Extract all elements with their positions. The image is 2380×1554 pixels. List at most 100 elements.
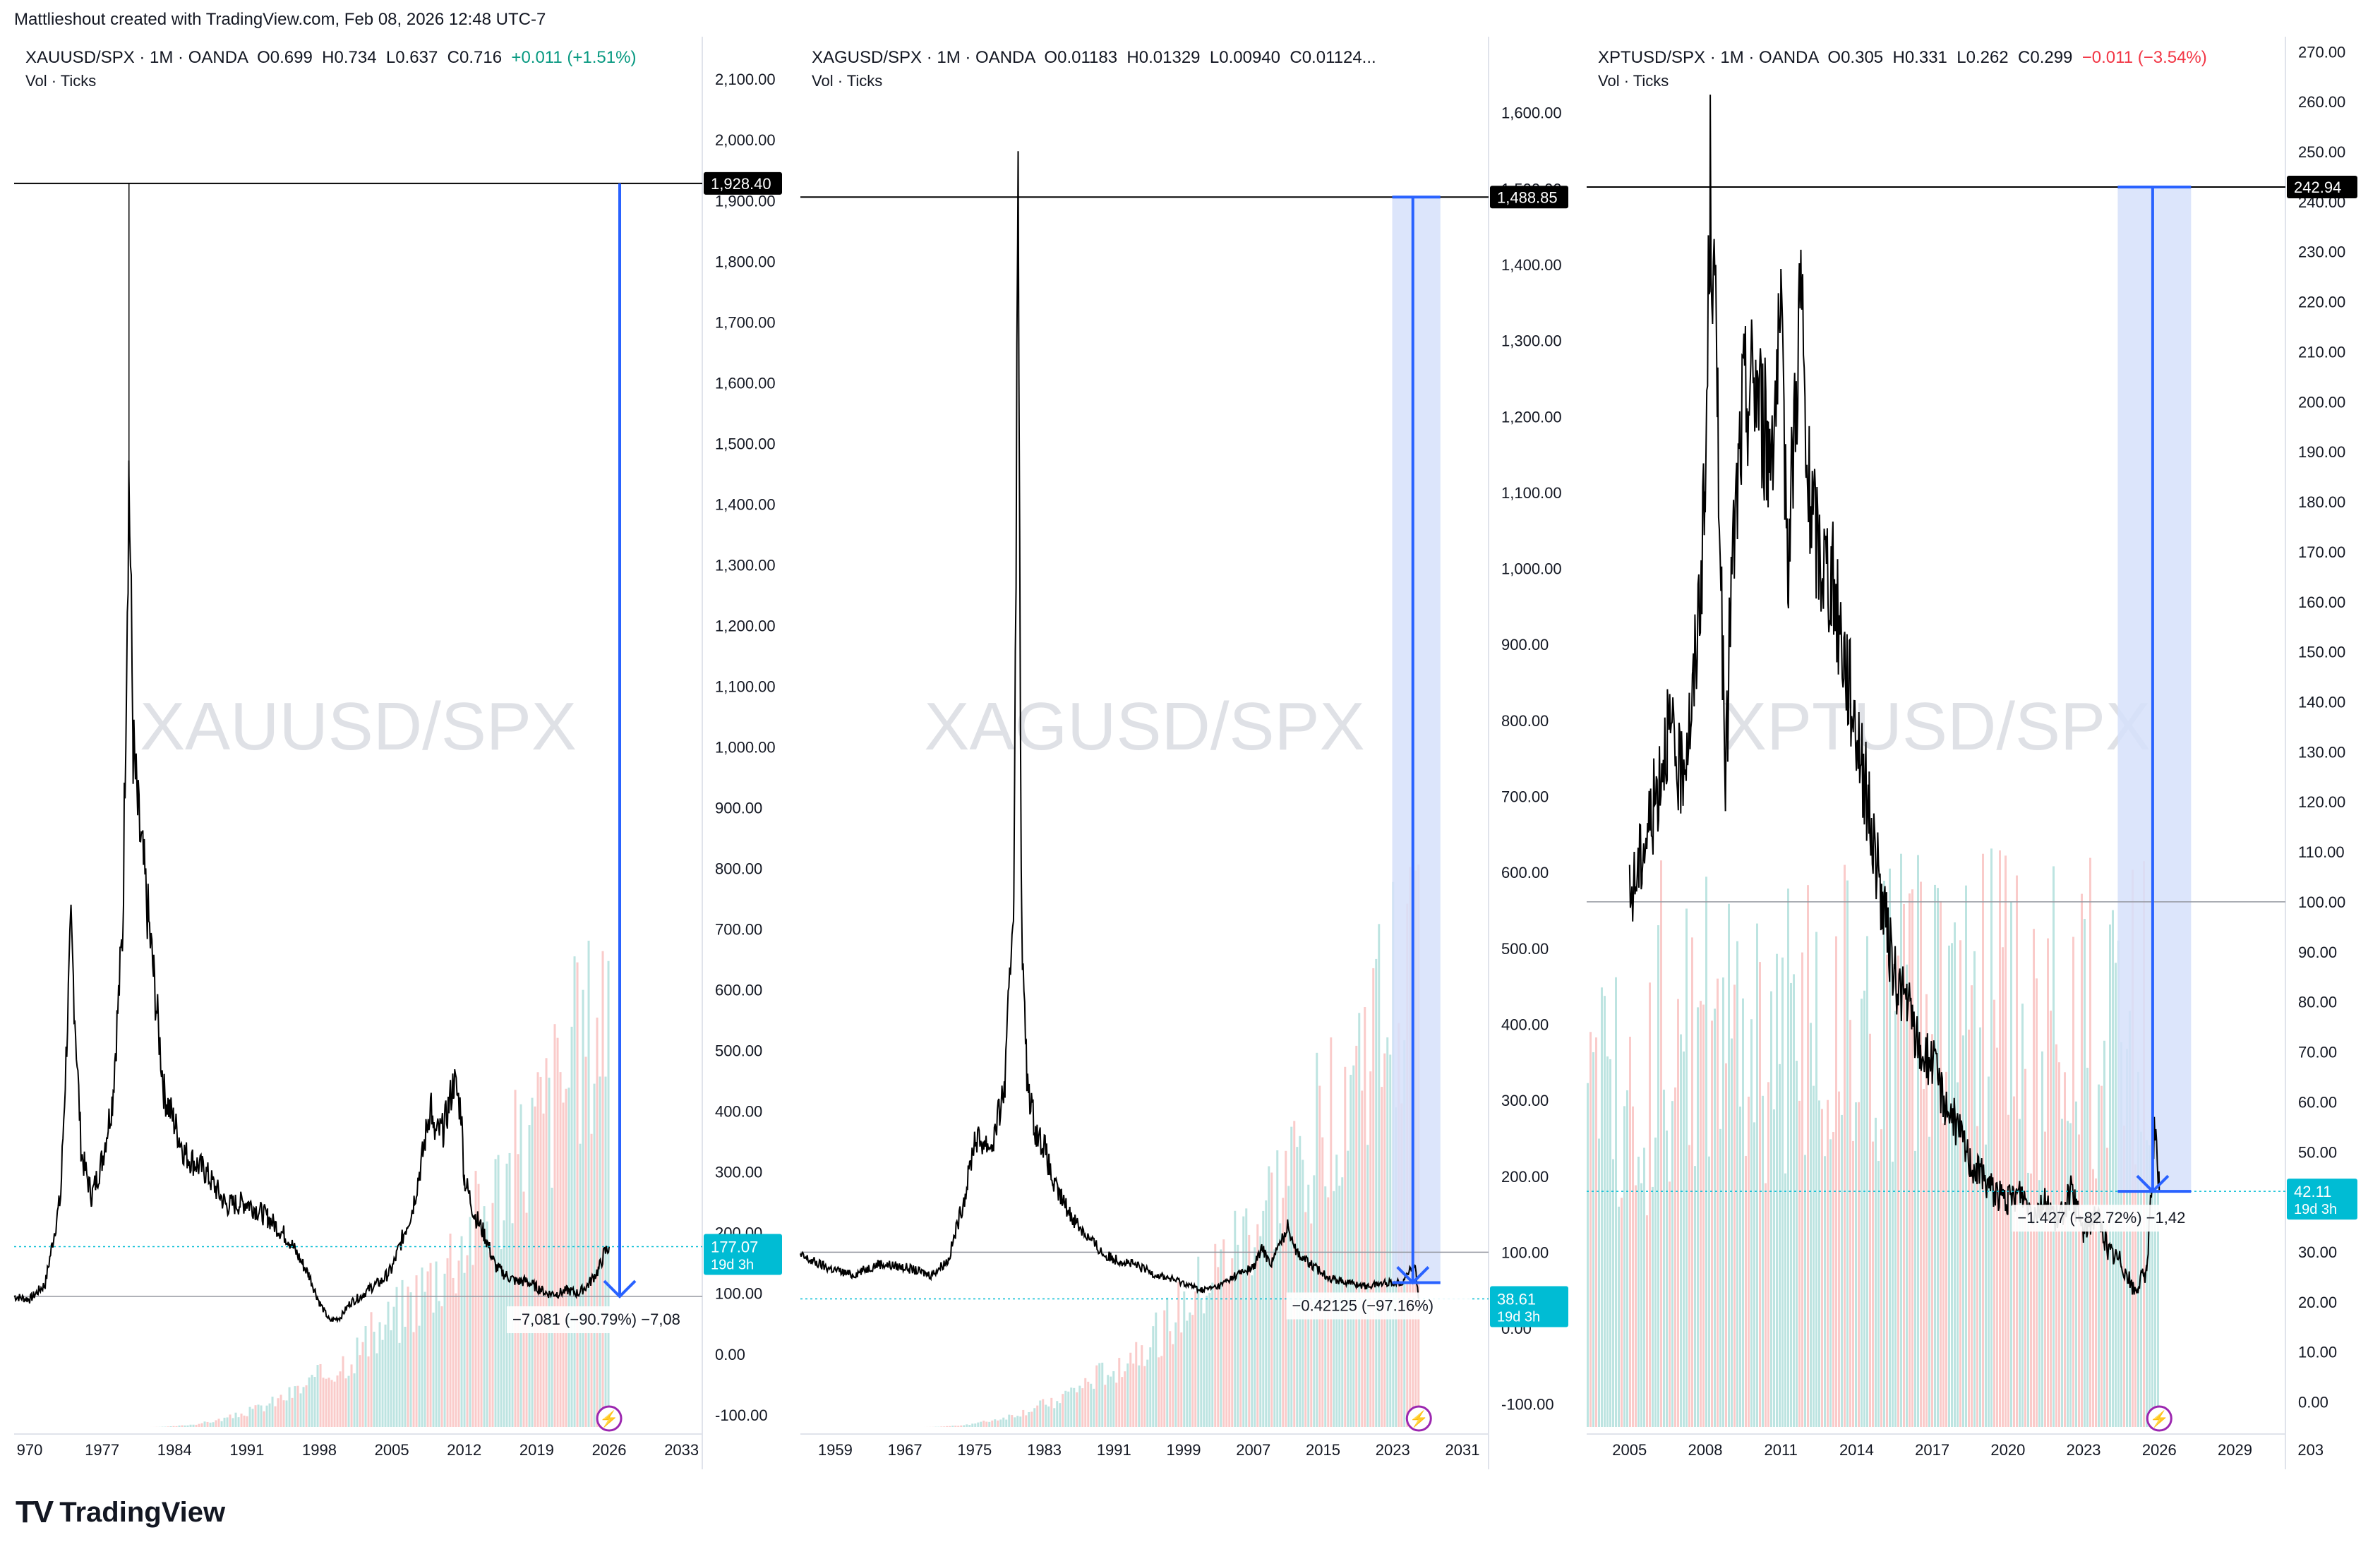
volume-bar: [1045, 1404, 1047, 1427]
high-price-badge: [1490, 186, 1568, 209]
volume-bar: [1386, 1037, 1389, 1427]
volume-bar: [548, 1078, 551, 1427]
volume-bar: [528, 1125, 531, 1427]
volume-bar: [1832, 1132, 1834, 1427]
volume-bar: [271, 1397, 274, 1427]
volume-bar: [494, 1159, 497, 1427]
volume-bar: [1107, 1375, 1110, 1427]
y-tick-label: 600.00: [715, 982, 762, 999]
volume-bar: [1999, 850, 2001, 1427]
volume-bar: [181, 1425, 184, 1427]
volume-bar: [2075, 1101, 2077, 1427]
event-flash-icon: [596, 1405, 623, 1432]
volume-bar: [1203, 1313, 1206, 1427]
tradingview-logo[interactable]: TV TradingView: [16, 1495, 225, 1530]
x-tick-label: 1991: [1097, 1441, 1131, 1459]
volume-bar: [2115, 963, 2117, 1427]
volume-bar: [1067, 1391, 1070, 1427]
volume-bar: [2120, 1042, 2122, 1427]
volume-bar: [1640, 1183, 1642, 1427]
volume-bar: [1951, 943, 1953, 1427]
volume-bar: [1973, 951, 1976, 1427]
y-tick-label: 30.00: [2298, 1243, 2337, 1261]
volume-bar: [599, 1076, 601, 1427]
volume-bar: [1335, 1155, 1338, 1427]
volume-bar: [1186, 1320, 1189, 1427]
volume-bar: [1200, 1299, 1203, 1427]
volume-bar: [596, 1017, 599, 1427]
volume-bar: [1618, 1206, 1620, 1427]
y-tick-label: 170.00: [2298, 543, 2345, 561]
volume-bar: [505, 1163, 508, 1427]
volume-bar: [1722, 977, 1724, 1427]
volume-bar: [237, 1417, 240, 1427]
volume-bar: [1310, 1223, 1313, 1427]
volume-bar: [268, 1403, 271, 1427]
volume-bar: [1595, 1037, 1597, 1427]
volume-bar: [2055, 1044, 2057, 1427]
volume-bar: [1364, 1007, 1366, 1427]
chart-panel-platinum[interactable]: XPTUSD/SPX −1.427 (−82.72%) −1,42 270.00 26…: [1587, 37, 2366, 1469]
volume-bar: [1115, 1383, 1118, 1427]
volume-bar: [1688, 1145, 1690, 1427]
volume-bar: [471, 1265, 474, 1427]
y-tick-label: 1,200.00: [715, 617, 776, 634]
volume-bar: [1225, 1282, 1228, 1427]
volume-bar: [375, 1353, 378, 1427]
volume-bar: [339, 1371, 342, 1427]
chart-panel-gold[interactable]: XAUUSD/SPX −7,081 (−90.79%) −7,08 2,100.00…: [13, 37, 791, 1469]
volume-bar: [1889, 868, 1891, 1427]
chart-panel-silver[interactable]: XAGUSD/SPX−0.42125 (−97.16%)1,600.001,50…: [800, 37, 1577, 1469]
legend-sub: Vol · Ticks: [25, 72, 97, 90]
volume-bar: [186, 1425, 189, 1427]
chart-svg-gold[interactable]: XAUUSD/SPX −7,081 (−90.79%) −7,08 2,100.00…: [13, 37, 791, 1469]
volume-bar: [1601, 987, 1603, 1427]
volume-bar: [480, 1230, 483, 1427]
volume-bar: [2146, 1140, 2148, 1427]
volume-bar: [277, 1398, 280, 1427]
volume-bar: [2106, 1148, 2108, 1427]
legend-c-label: C: [1290, 48, 1302, 67]
chart-svg-platinum[interactable]: XPTUSD/SPX −1.427 (−82.72%) −1,42 270.00 26…: [1587, 37, 2366, 1469]
volume-bar: [356, 1337, 359, 1427]
volume-bar: [1877, 1161, 1880, 1427]
volume-bar: [409, 1292, 412, 1427]
volume-bar: [189, 1424, 192, 1427]
volume-bar: [220, 1421, 223, 1427]
y-tick-label: 1,300.00: [715, 556, 776, 574]
y-tick-label: 800.00: [1501, 712, 1549, 730]
volume-bar: [1827, 1100, 1829, 1427]
volume-bar: [1141, 1345, 1143, 1427]
y-tick-label: 1,100.00: [715, 677, 776, 695]
volume-bar: [2098, 1084, 2100, 1427]
volume-bar: [1680, 1034, 1682, 1427]
volume-bar: [1886, 954, 1888, 1427]
legend-title: XPTUSD/SPX · 1M · OANDA: [1598, 48, 1819, 67]
volume-bar: [1293, 1121, 1296, 1427]
volume-bar: [536, 1072, 539, 1427]
x-tick-label: 1967: [888, 1441, 922, 1459]
volume-bar: [313, 1377, 316, 1427]
volume-bar: [1815, 932, 1817, 1427]
volume-bar: [1733, 984, 1736, 1427]
volume-bar: [435, 1261, 438, 1427]
chart-svg-silver[interactable]: XAGUSD/SPX−0.42125 (−97.16%)1,600.001,50…: [800, 37, 1577, 1469]
volume-bar: [1697, 1007, 1699, 1427]
legend-l-label: L: [385, 48, 396, 67]
volume-bar: [584, 1056, 587, 1427]
volume-bar: [1598, 1138, 1600, 1427]
volume-bar: [553, 1024, 556, 1427]
volume-bar: [2137, 1071, 2139, 1427]
volume-bar: [2064, 1072, 2066, 1427]
volume-bar: [1073, 1387, 1076, 1427]
volume-bar: [1321, 1137, 1324, 1427]
volume-bar: [1104, 1385, 1107, 1427]
volume-bar: [1736, 941, 1738, 1427]
price-series-line: [13, 460, 610, 1324]
volume-bar: [1765, 1183, 1767, 1427]
volume-bar: [1609, 1059, 1611, 1427]
volume-bar: [2010, 901, 2012, 1427]
volume-bar: [1813, 1085, 1815, 1427]
volume-bar: [2036, 978, 2038, 1427]
y-tick-label: 300.00: [1501, 1092, 1549, 1109]
